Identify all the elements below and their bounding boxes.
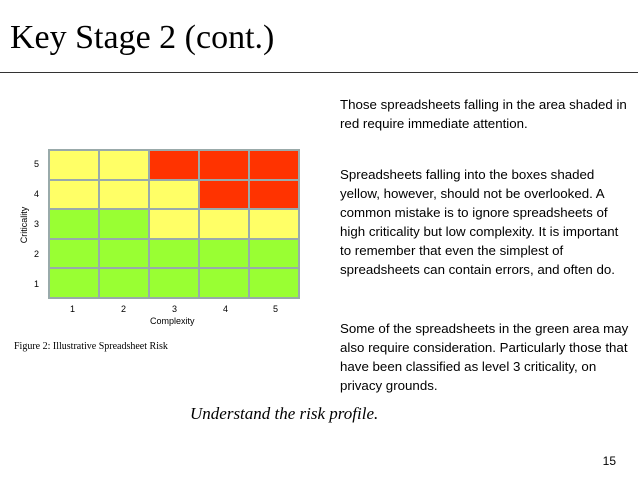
risk-cell-5-5 xyxy=(249,150,299,180)
x-tick-3: 3 xyxy=(172,304,178,314)
risk-cell-2-4 xyxy=(199,238,249,269)
paragraph-yellow: Spreadsheets falling into the boxes shad… xyxy=(340,167,619,277)
risk-cell-3-4 xyxy=(199,209,249,239)
risk-cell-1-2 xyxy=(99,268,149,298)
page-number: 15 xyxy=(602,454,616,468)
risk-cell-3-3 xyxy=(149,209,199,239)
risk-cell-1-3 xyxy=(149,268,199,298)
y-tick-4: 4 xyxy=(34,189,40,199)
x-tick-5: 5 xyxy=(273,304,279,314)
risk-cell-4-5 xyxy=(249,179,299,210)
x-tick-2: 2 xyxy=(121,304,127,314)
risk-cell-4-4 xyxy=(199,179,249,210)
risk-cell-3-5 xyxy=(249,209,299,239)
risk-cell-2-1 xyxy=(49,238,99,269)
risk-cell-1-1 xyxy=(49,268,99,298)
x-axis-label: Complexity xyxy=(150,316,195,326)
y-tick-3: 3 xyxy=(34,219,40,229)
risk-cell-5-1 xyxy=(49,150,99,180)
y-tick-5: 5 xyxy=(34,159,40,169)
risk-cell-1-4 xyxy=(199,268,249,298)
risk-cell-5-2 xyxy=(99,150,149,180)
paragraph-green: Some of the spreadsheets in the green ar… xyxy=(340,321,629,393)
risk-cell-3-1 xyxy=(49,209,99,239)
risk-cell-1-5 xyxy=(249,268,299,298)
risk-cell-4-3 xyxy=(149,179,199,210)
risk-cell-2-2 xyxy=(99,238,149,269)
risk-cell-4-2 xyxy=(99,179,149,210)
risk-cell-3-2 xyxy=(99,209,149,239)
y-axis-label: Criticality xyxy=(19,206,29,244)
risk-matrix xyxy=(48,149,300,299)
x-tick-4: 4 xyxy=(223,304,229,314)
figure-caption: Figure 2: Illustrative Spreadsheet Risk xyxy=(14,341,168,352)
y-tick-1: 1 xyxy=(34,279,40,289)
paragraph-red: Those spreadsheets falling in the area s… xyxy=(340,97,627,131)
risk-cell-4-1 xyxy=(49,179,99,210)
risk-cell-2-5 xyxy=(249,238,299,269)
slide-title: Key Stage 2 (cont.) xyxy=(10,19,275,56)
title-divider xyxy=(0,72,638,73)
risk-cell-5-4 xyxy=(199,150,249,180)
y-tick-2: 2 xyxy=(34,249,40,259)
x-tick-1: 1 xyxy=(70,304,76,314)
risk-cell-5-3 xyxy=(149,150,199,180)
risk-cell-2-3 xyxy=(149,238,199,269)
key-message: Understand the risk profile. xyxy=(190,404,379,423)
